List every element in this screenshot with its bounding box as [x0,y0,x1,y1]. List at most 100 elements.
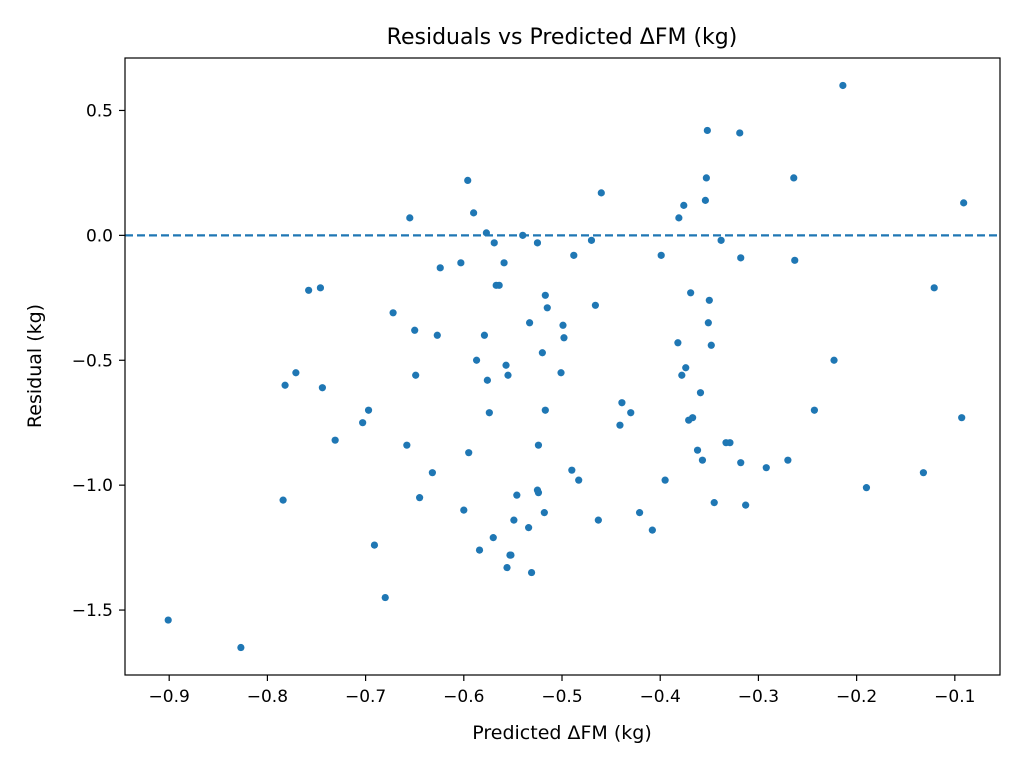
data-point [502,361,510,369]
data-point [483,376,491,384]
data-point [292,369,300,377]
points-layer [164,81,968,652]
data-point [480,331,489,339]
data-point [635,509,644,517]
data-point [704,319,712,327]
data-point [416,494,424,502]
data-point [616,421,624,429]
data-point [389,309,397,317]
data-point [703,126,711,135]
y-tick-label: 0.0 [86,226,113,246]
x-tick-label: −0.1 [934,687,975,707]
data-point [839,81,847,90]
y-tick-label: 0.5 [86,101,113,121]
data-point [627,409,635,417]
data-point [436,264,444,272]
data-point [470,209,478,217]
x-tick-label: −0.6 [443,687,484,707]
data-point [762,464,770,472]
data-point [281,381,289,389]
data-point [500,259,508,267]
data-point [489,534,497,542]
data-point [661,476,669,484]
data-point [541,291,549,299]
data-point [464,176,472,185]
data-point [919,469,928,477]
data-point [316,284,325,292]
x-tick-label: −0.4 [640,687,681,707]
data-point [526,319,534,327]
data-point [736,129,744,137]
data-point [784,456,792,464]
data-point [510,516,518,524]
y-tick-label: −0.5 [72,351,113,371]
data-point [411,326,419,334]
data-point [527,568,536,577]
data-point [482,229,490,237]
data-point [930,284,938,292]
y-axis-ticks: −1.5 −1.0 −0.5 0.0 0.5 [72,101,125,621]
data-point [689,414,697,422]
data-point [568,466,576,474]
data-point [830,356,838,364]
data-point [557,369,565,377]
data-point [570,251,578,259]
data-point [960,199,968,207]
data-point [693,446,702,454]
data-point [958,414,966,422]
y-tick-label: −1.0 [72,476,113,496]
data-point [457,259,465,267]
data-point [682,364,690,372]
data-point [428,469,436,477]
data-point [591,301,599,309]
data-point [279,496,287,504]
data-point [538,349,546,357]
data-point [680,201,688,209]
y-axis-label: Residual (kg) [24,304,46,428]
data-point [701,196,709,204]
data-point [475,546,484,554]
data-point [675,214,683,222]
x-axis-ticks: −0.9 −0.8 −0.7 −0.6 −0.5 −0.4 −0.3 −0.2 −0.1 [149,675,975,707]
data-point [533,239,542,247]
x-tick-label: −0.3 [738,687,779,707]
data-point [519,231,527,239]
data-point [737,459,745,467]
data-point [702,174,710,182]
data-point [698,456,707,464]
data-point [465,449,473,457]
data-point [862,484,871,492]
data-point [460,506,468,514]
data-point [618,399,626,407]
x-axis-label: Predicted ΔFM (kg) [472,722,651,744]
y-tick-label: −1.5 [72,601,113,621]
data-point [490,239,498,247]
data-point [687,289,695,297]
data-point [331,436,339,444]
data-point [406,214,414,222]
data-point [737,254,745,262]
data-point [525,524,533,532]
data-point [594,516,602,524]
data-point [742,501,750,509]
data-point [381,593,389,602]
data-point [559,321,567,329]
data-point [541,406,549,414]
data-point [791,256,799,264]
x-tick-label: −0.7 [345,687,386,707]
data-point [513,491,521,499]
data-point [237,643,245,652]
data-point [810,406,818,414]
data-point [485,409,493,417]
data-point [575,476,583,484]
data-point [433,331,441,339]
data-point [674,339,682,347]
data-point [705,296,713,304]
data-point [648,526,656,534]
data-point [472,356,481,364]
data-point [657,251,665,259]
data-point [370,541,379,549]
